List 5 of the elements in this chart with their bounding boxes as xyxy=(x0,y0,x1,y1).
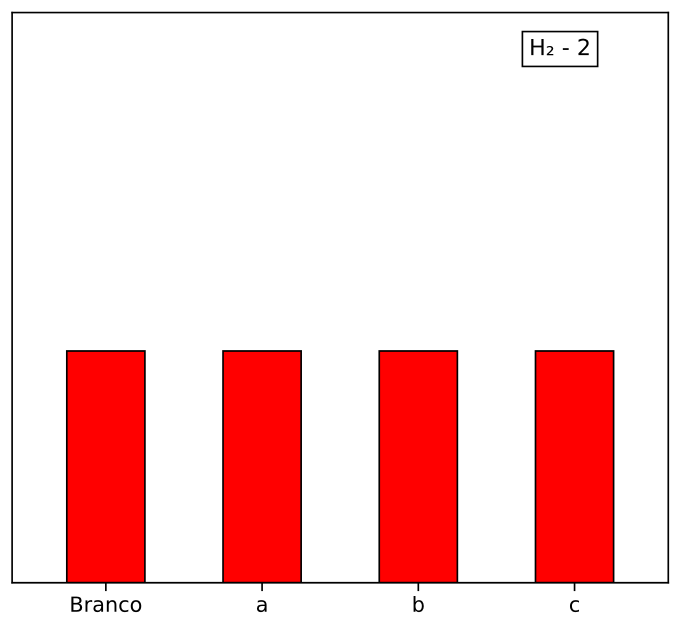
x-tick-label: c xyxy=(570,600,579,612)
x-tick-label: Branco xyxy=(71,596,142,612)
x-tick-label: a xyxy=(256,600,267,612)
x-tick-label: b xyxy=(414,596,424,612)
text: H₂ - 2 xyxy=(531,38,589,56)
